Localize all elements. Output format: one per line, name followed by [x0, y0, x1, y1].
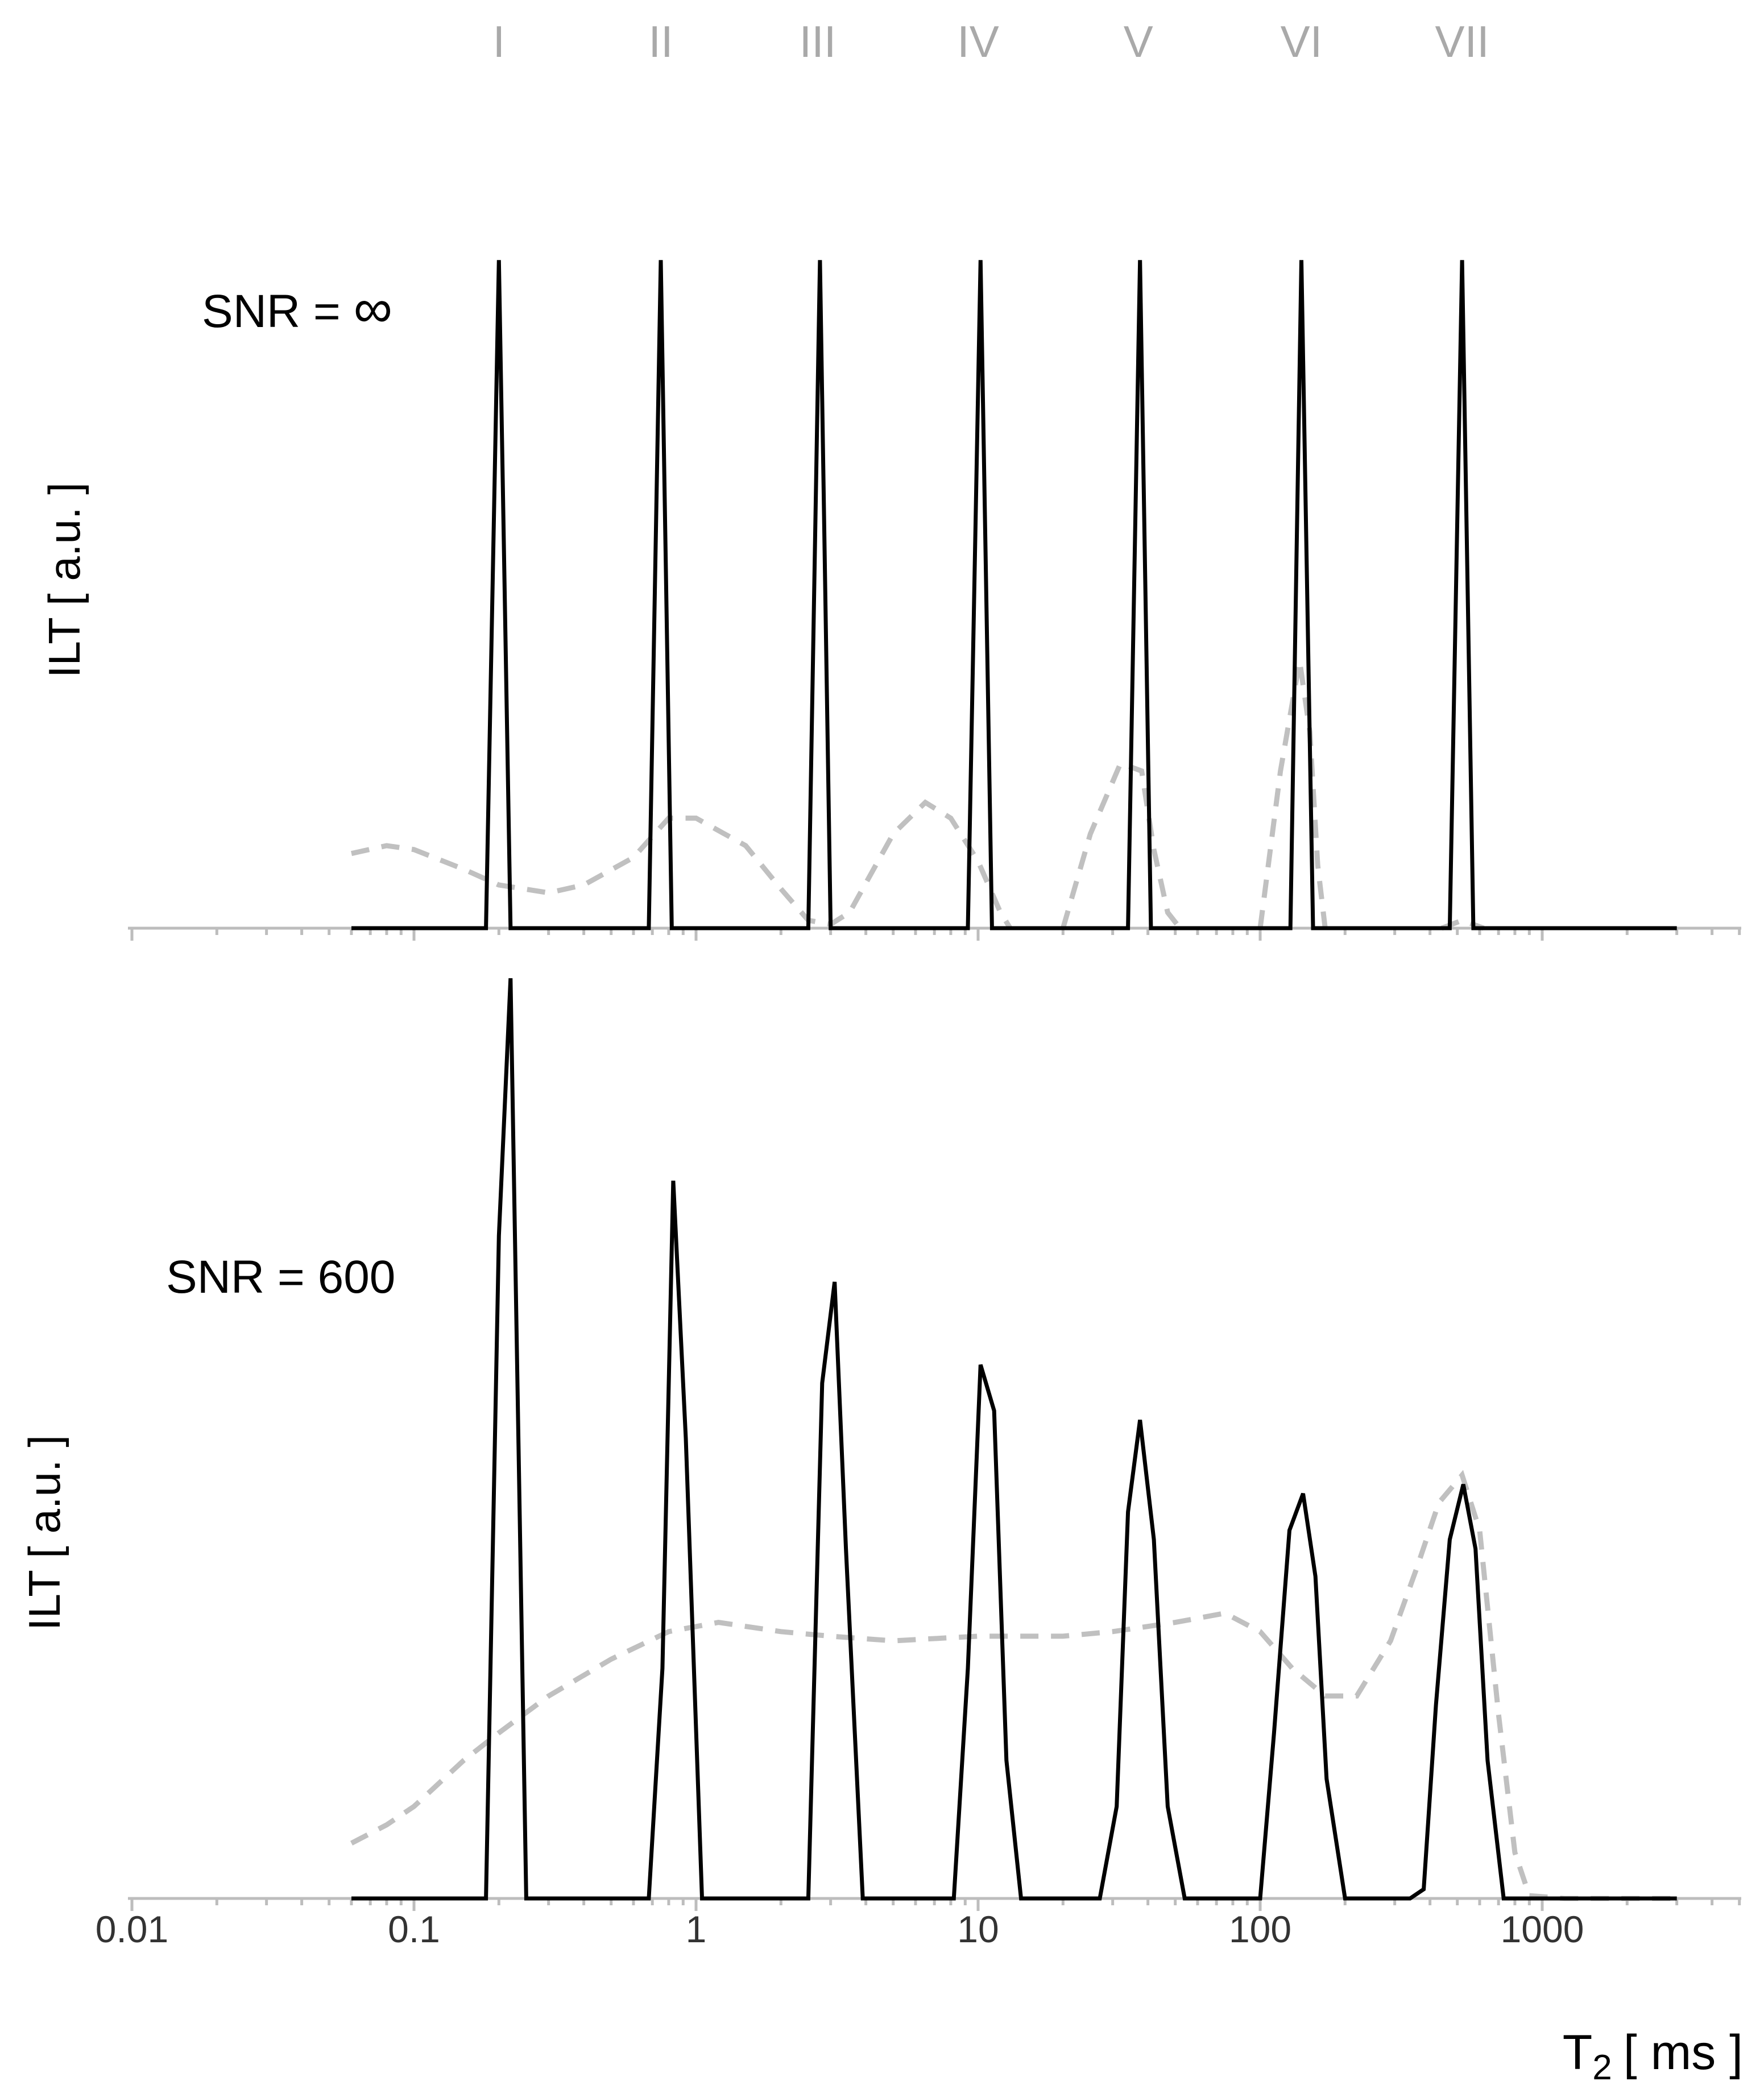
x-axis-label-sub: 2 [1592, 2048, 1612, 2085]
x-axis-label-main: T [1563, 2025, 1593, 2080]
x-tick-label: 10 [957, 1908, 999, 1950]
peak-label: I [492, 16, 505, 67]
top-x-ticks [130, 928, 1741, 941]
peak-label: VII [1435, 16, 1489, 67]
bottom-snr-annotation: SNR = 600 [166, 1251, 395, 1303]
x-tick-label: 100 [1229, 1908, 1291, 1950]
top-y-axis-label: ILT [ a.u. ] [39, 482, 89, 678]
peak-labels: I II III IV V VI VII [492, 16, 1489, 67]
bottom-snr-value: 600 [318, 1251, 396, 1303]
bottom-reference-dashed-line [350, 1470, 1677, 1901]
x-tick-labels: 0.01 0.1 1 10 100 1000 [96, 1908, 1584, 1950]
peak-label: IV [957, 16, 999, 67]
x-axis-label-unit: [ ms ] [1624, 2025, 1743, 2080]
top-reference-dashed-line [351, 799, 1013, 930]
peak-label: V [1124, 16, 1153, 67]
x-axis-label: T2 [ ms ] [1563, 2025, 1743, 2085]
x-tick-label: 0.01 [96, 1908, 168, 1950]
bottom-snr-prefix: SNR = [166, 1251, 318, 1303]
panel-bottom: ILT [ a.u. ] SNR = 600 0.01 0.1 1 10 100 1000… [19, 978, 1743, 2085]
top-reference-dashed-line [1257, 660, 1328, 929]
top-reference-dashed-line [1060, 760, 1182, 930]
top-snr-prefix: SNR = [202, 286, 354, 337]
top-snr-annotation: SNR = ∞ [202, 278, 392, 339]
peak-label: VI [1281, 16, 1323, 67]
bottom-y-axis-label: ILT [ a.u. ] [19, 1435, 69, 1631]
bottom-series [350, 978, 1677, 1901]
peak-label: III [799, 16, 836, 67]
top-ilt-solid-line [351, 260, 1677, 930]
x-tick-label: 1000 [1501, 1908, 1584, 1950]
x-tick-label: 1 [686, 1908, 707, 1950]
panel-top: ILT [ a.u. ] SNR = ∞ [39, 260, 1741, 941]
top-snr-value: ∞ [354, 278, 392, 339]
peak-label: II [648, 16, 673, 67]
x-tick-label: 0.1 [388, 1908, 440, 1950]
bottom-ilt-solid-line [351, 978, 1677, 1901]
top-series [351, 260, 1677, 931]
